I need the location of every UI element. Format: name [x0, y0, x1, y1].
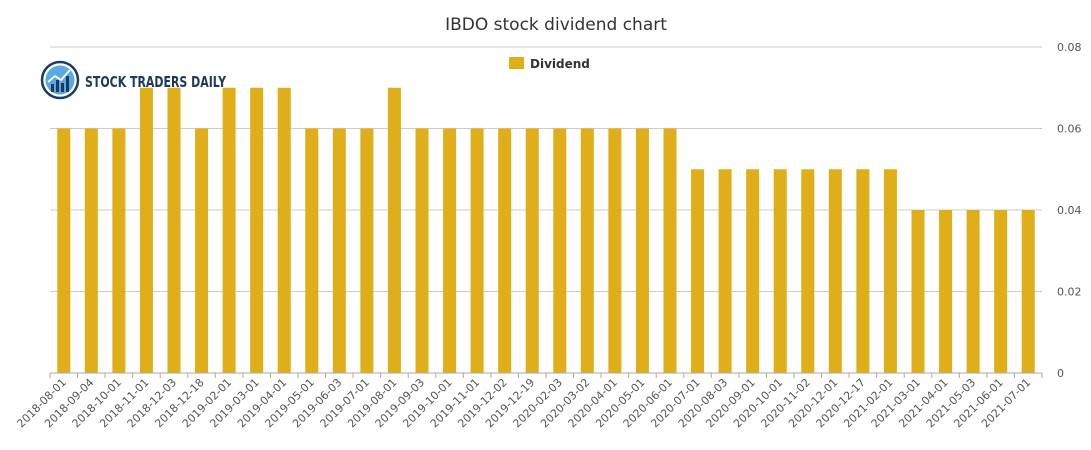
bar-2020-10-01[interactable] [773, 169, 787, 373]
y-tick-label: 0.06 [1057, 123, 1082, 136]
bar-2018-12-18[interactable] [195, 128, 209, 374]
bar-2021-02-01[interactable] [883, 169, 897, 373]
bar-2019-08-01[interactable] [387, 87, 401, 373]
y-tick-label: 0 [1057, 367, 1064, 380]
bar-2018-12-03[interactable] [167, 87, 181, 373]
y-tick-label: 0.08 [1057, 41, 1082, 54]
bar-2019-05-01[interactable] [305, 128, 319, 374]
y-axis-tick-labels: 0 0.02 0.04 0.06 0.08 [1057, 41, 1082, 380]
bar-2020-11-02[interactable] [801, 169, 815, 373]
bar-2019-11-01[interactable] [470, 128, 484, 374]
bar-2021-04-01[interactable] [939, 210, 953, 373]
bar-2019-02-01[interactable] [222, 87, 236, 373]
y-tick-label: 0.04 [1057, 204, 1082, 217]
bar-2019-12-19[interactable] [525, 128, 539, 374]
legend-label-dividend: Dividend [530, 57, 590, 71]
bar-2018-10-01[interactable] [112, 128, 126, 374]
bar-2020-06-01[interactable] [663, 128, 677, 374]
bar-2020-08-03[interactable] [718, 169, 732, 373]
bar-2019-07-01[interactable] [360, 128, 374, 374]
legend-swatch-dividend [509, 57, 524, 69]
bar-2020-03-02[interactable] [580, 128, 594, 374]
bar-2018-08-01[interactable] [57, 128, 71, 374]
logo-text: STOCK TRADERS DAILY [85, 73, 227, 91]
y-tick-label: 0.02 [1057, 286, 1082, 299]
bar-2021-05-03[interactable] [966, 210, 980, 373]
bar-2018-11-01[interactable] [139, 87, 153, 373]
stock-traders-daily-logo: STOCK TRADERS DAILY [40, 60, 227, 100]
bars [57, 87, 1035, 374]
bar-2020-09-01[interactable] [746, 169, 760, 373]
x-axis [49, 372, 1043, 378]
bar-2019-09-03[interactable] [415, 128, 429, 374]
bar-2021-03-01[interactable] [911, 210, 925, 373]
bar-2019-04-01[interactable] [277, 87, 291, 373]
bar-2018-09-04[interactable] [84, 128, 98, 374]
bar-2020-05-01[interactable] [635, 128, 649, 374]
bar-2021-06-01[interactable] [994, 210, 1008, 373]
bar-2020-07-01[interactable] [691, 169, 705, 373]
chart-title: IBDO stock dividend chart [445, 15, 667, 35]
bar-2019-06-03[interactable] [332, 128, 346, 374]
bar-2020-12-17[interactable] [856, 169, 870, 373]
bar-2020-02-03[interactable] [553, 128, 567, 374]
grid-lines [50, 46, 1042, 292]
bar-2019-03-01[interactable] [250, 87, 264, 373]
bar-2019-12-02[interactable] [498, 128, 512, 374]
bar-2021-07-01[interactable] [1021, 210, 1035, 373]
legend[interactable]: Dividend [509, 57, 590, 71]
bar-2020-12-01[interactable] [828, 169, 842, 373]
bar-2019-10-01[interactable] [443, 128, 457, 374]
bar-2020-04-01[interactable] [608, 128, 622, 374]
x-axis-tick-labels: 2018-08-012018-09-042018-10-012018-11-01… [14, 376, 1033, 430]
